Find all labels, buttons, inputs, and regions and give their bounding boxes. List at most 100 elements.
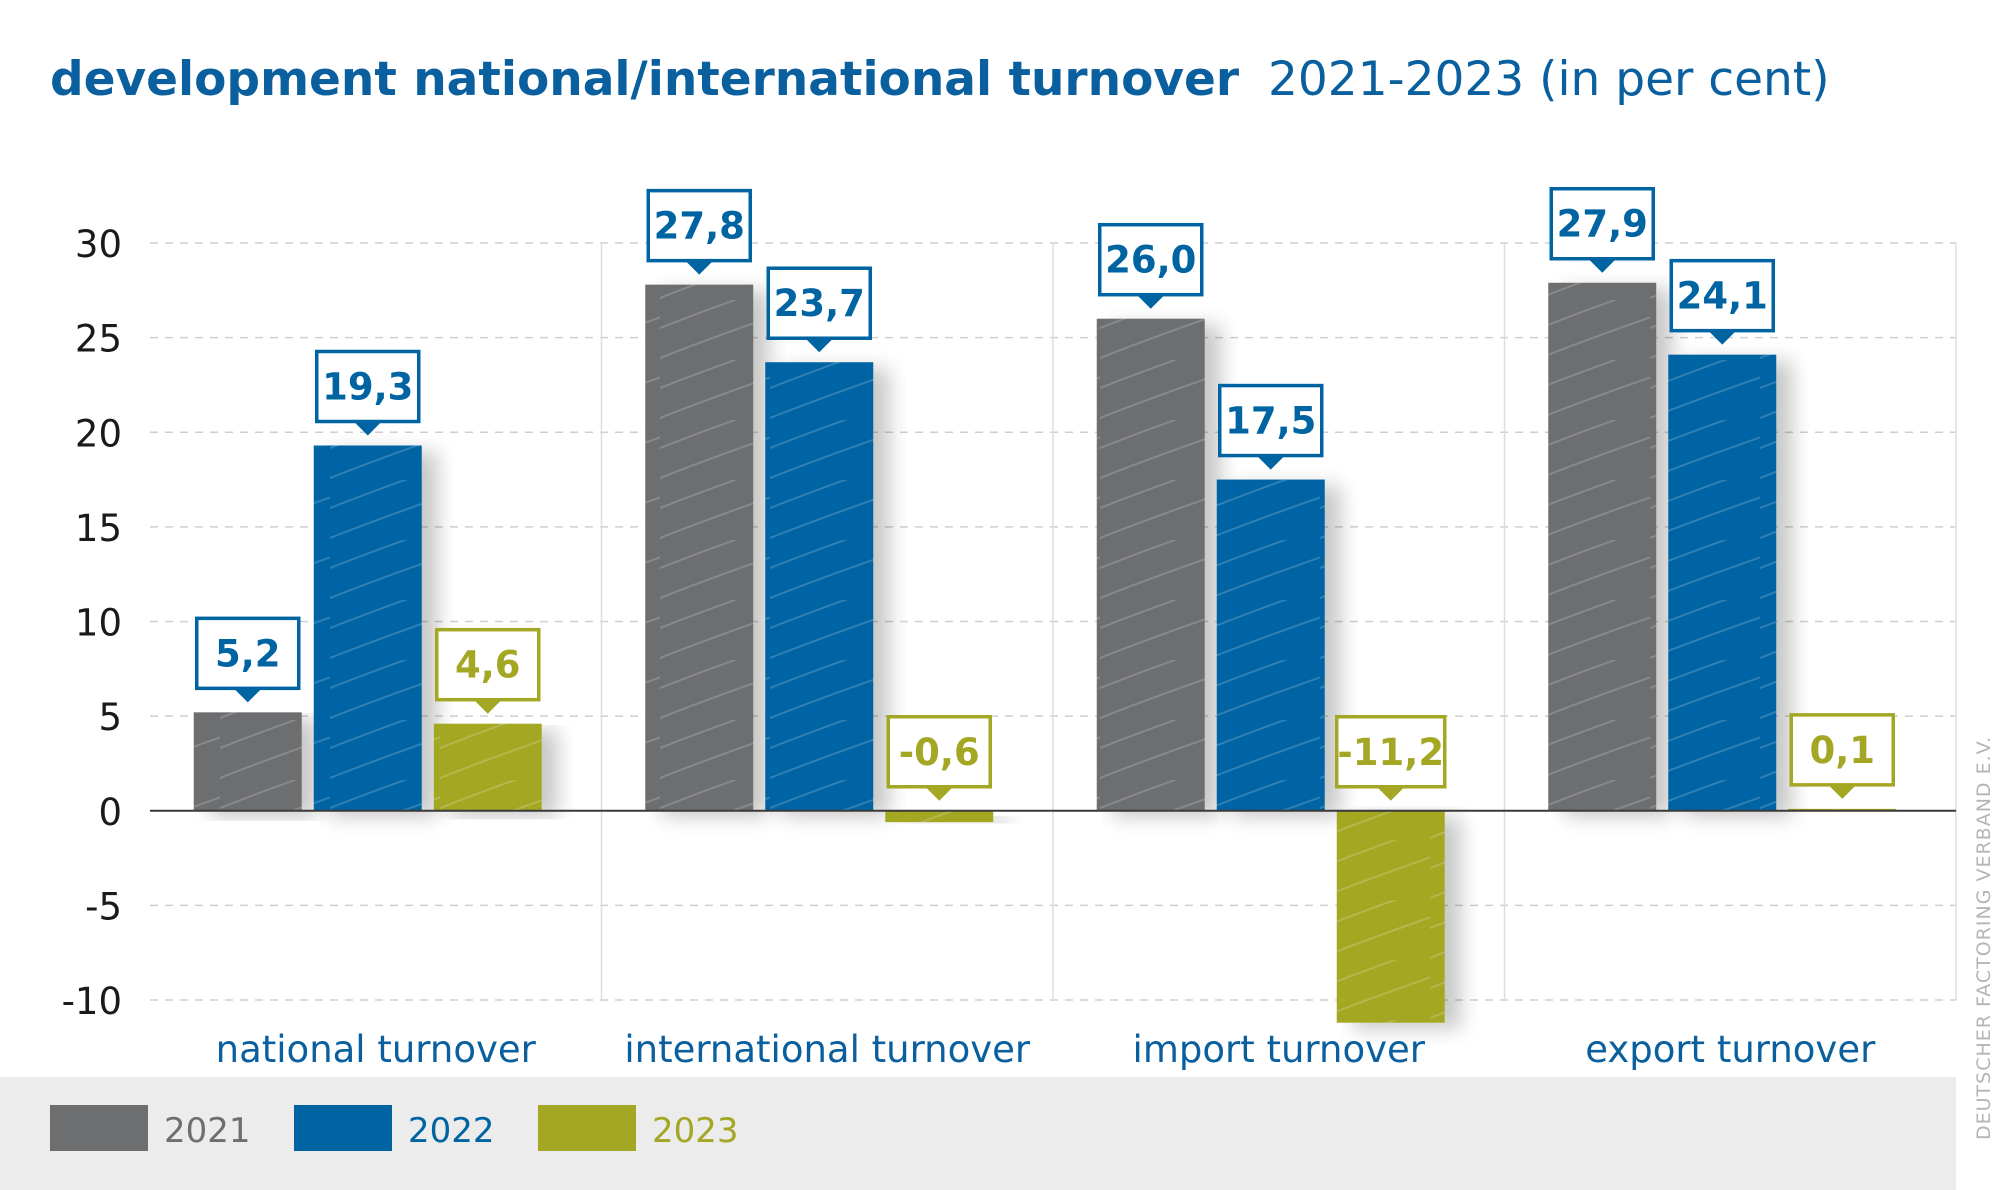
data-label-2022: 23,7	[766, 266, 872, 353]
category-label: international turnover	[624, 1028, 1031, 1071]
callout-box	[886, 715, 992, 789]
y-tick-label: 10	[75, 602, 122, 645]
bar-2021	[193, 712, 302, 811]
category-label: import turnover	[1133, 1028, 1426, 1071]
legend-label: 2022	[408, 1111, 495, 1151]
y-tick-label: -10	[62, 980, 122, 1023]
category-label: national turnover	[216, 1028, 537, 1071]
title-rest: 2021-2023 (in per cent)	[1268, 52, 1830, 107]
data-label-2021: 27,8	[646, 188, 752, 275]
y-tick-label: -5	[85, 885, 122, 928]
data-label-2023: 4,6	[435, 627, 541, 714]
legend-panel	[0, 1077, 1956, 1190]
bar-texture	[1336, 810, 1445, 1023]
bar-2021	[1548, 282, 1657, 811]
callout-pointer	[805, 338, 834, 353]
callout-pointer	[1588, 258, 1617, 273]
legend-item-2021: 2021	[50, 1105, 251, 1151]
data-label-2021: 27,9	[1549, 186, 1655, 273]
y-tick-label: 30	[75, 223, 122, 266]
callout-box	[315, 349, 421, 424]
data-label-2021: 26,0	[1098, 222, 1204, 309]
bar-texture	[885, 810, 994, 823]
callout-pointer	[1708, 330, 1737, 345]
bar-2022	[1668, 354, 1777, 811]
bar-texture	[313, 445, 422, 811]
callout-pointer	[233, 688, 262, 703]
callout-pointer	[685, 260, 714, 275]
data-label-2023: -0,6	[886, 715, 992, 801]
callout-box	[646, 188, 752, 263]
bar-texture	[1668, 354, 1777, 811]
callout-pointer	[925, 786, 954, 801]
data-label-2022: 19,3	[315, 349, 421, 436]
credit-text: DEUTSCHER FACTORING VERBAND E.V.	[1973, 736, 1995, 1140]
callout-box	[1669, 258, 1775, 333]
data-label-2023: -11,2	[1335, 715, 1447, 801]
y-axis: 30 25 20 15 10 5 0 -5 -10	[62, 223, 122, 1023]
category-label: export turnover	[1585, 1028, 1876, 1071]
legend-swatch	[294, 1105, 392, 1151]
callout-pointer	[1136, 294, 1165, 309]
callout-pointer	[1828, 784, 1857, 799]
legend-item-2023: 2023	[538, 1105, 739, 1151]
callout-box	[1549, 186, 1655, 261]
callout-box	[435, 627, 541, 702]
bar-2023	[433, 723, 542, 811]
bar-texture	[1096, 318, 1205, 811]
data-label-2021: 5,2	[195, 616, 301, 703]
x-axis: national turnover international turnover i…	[216, 1028, 1876, 1071]
bar-texture	[1216, 479, 1325, 811]
callout-pointer	[473, 699, 502, 714]
chart-title: development national/international turno…	[50, 52, 1830, 107]
legend-item-2022: 2022	[294, 1105, 495, 1151]
data-label-2023: 0,1	[1789, 713, 1895, 799]
data-labels: 5,2 19,3 4,6 27,8 23,7 -0,6 26,0 17,5 -11,2 27,9 2…	[195, 186, 1895, 801]
bar-2021	[645, 284, 754, 811]
data-label-text: 17,5	[1225, 400, 1316, 443]
bar-2022	[765, 362, 874, 811]
y-tick-label: 25	[75, 318, 122, 361]
callout-box	[1218, 383, 1324, 458]
bar-2023	[1336, 810, 1445, 1023]
bar-2021	[1096, 318, 1205, 811]
data-label-2022: 17,5	[1218, 383, 1324, 470]
callout-box	[1789, 713, 1895, 787]
data-label-text: 23,7	[774, 282, 865, 325]
data-label-text: 4,6	[455, 644, 521, 687]
callout-pointer	[1376, 786, 1405, 801]
data-label-text: 0,1	[1809, 729, 1875, 772]
callout-pointer	[1256, 455, 1285, 470]
bar-texture	[765, 362, 874, 811]
legend-swatch	[50, 1105, 148, 1151]
data-label-text: -11,2	[1337, 731, 1444, 774]
bar-2023	[885, 810, 994, 823]
data-label-2022: 24,1	[1669, 258, 1775, 345]
title-bold: development national/international turno…	[50, 52, 1240, 107]
data-label-text: 27,9	[1557, 203, 1648, 246]
bars-layer	[150, 282, 1956, 1023]
legend-label: 2021	[164, 1111, 251, 1151]
legend-label: 2023	[652, 1111, 739, 1151]
callout-box	[195, 616, 301, 691]
data-label-text: 26,0	[1105, 239, 1196, 282]
bar-2022	[313, 445, 422, 811]
y-tick-label: 15	[75, 507, 122, 550]
y-tick-label: 20	[75, 412, 122, 455]
y-tick-label: 5	[98, 696, 122, 739]
grid-layer	[150, 242, 1957, 1001]
data-label-text: 19,3	[322, 365, 413, 408]
data-label-text: -0,6	[899, 731, 980, 774]
y-tick-label: 0	[98, 791, 122, 834]
bar-2022	[1216, 479, 1325, 811]
bar-texture	[193, 712, 302, 811]
bar-texture	[645, 284, 754, 811]
data-label-text: 5,2	[215, 632, 281, 675]
callout-pointer	[353, 421, 382, 436]
data-label-text: 24,1	[1677, 275, 1768, 318]
bar-texture	[433, 723, 542, 811]
bar-texture	[1548, 282, 1657, 811]
legend: 2021 2022 2023	[50, 1105, 739, 1151]
legend-swatch	[538, 1105, 636, 1151]
